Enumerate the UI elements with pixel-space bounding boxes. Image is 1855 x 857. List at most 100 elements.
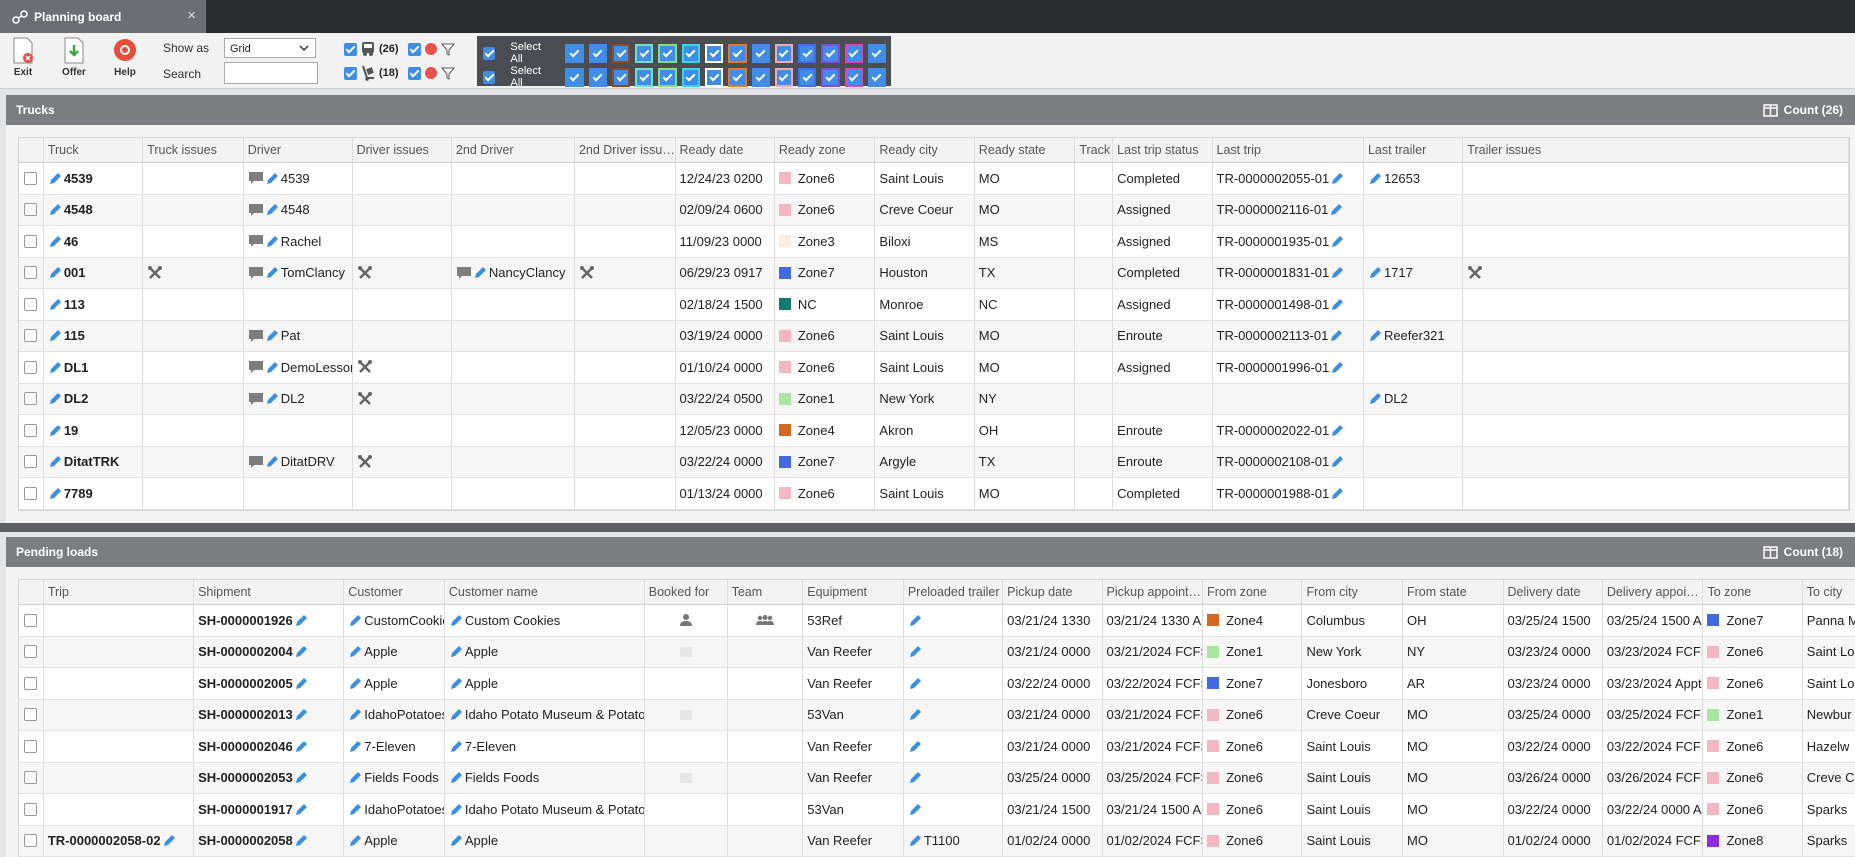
row-checkbox[interactable] xyxy=(24,802,38,816)
cell-text: 1717 xyxy=(1383,265,1413,281)
icon-part xyxy=(450,677,462,689)
check xyxy=(684,70,698,84)
cell-text: Van Reefer xyxy=(807,644,873,660)
zone-checkbox[interactable] xyxy=(635,43,654,63)
checkbox[interactable] xyxy=(344,66,357,80)
help-button[interactable]: Help xyxy=(105,37,145,78)
icon-part xyxy=(909,677,921,689)
zone-checkbox[interactable] xyxy=(588,43,607,63)
checkbox[interactable] xyxy=(407,66,421,80)
cell xyxy=(904,794,1004,825)
row-checkbox[interactable] xyxy=(24,360,38,374)
row-checkbox[interactable] xyxy=(24,266,38,280)
zone-checkbox[interactable] xyxy=(728,67,747,87)
zone-checkbox[interactable] xyxy=(681,67,700,87)
zone-checkbox[interactable] xyxy=(588,67,607,87)
zone-checkbox[interactable] xyxy=(798,67,817,87)
check xyxy=(637,70,651,84)
row-checkbox[interactable] xyxy=(24,392,38,406)
row-checkbox[interactable] xyxy=(24,708,38,722)
checkbox[interactable] xyxy=(344,42,357,56)
zone-checkbox[interactable] xyxy=(565,67,584,87)
search-input[interactable] xyxy=(224,62,318,84)
row-checkbox[interactable] xyxy=(24,645,38,659)
icon-part xyxy=(295,646,307,658)
row-checkbox[interactable] xyxy=(24,676,38,690)
row-checkbox[interactable] xyxy=(24,171,38,185)
cell xyxy=(1075,289,1114,320)
cell: NancyClancy xyxy=(452,257,575,288)
row-checkbox[interactable] xyxy=(24,613,38,627)
row-checkbox[interactable] xyxy=(24,203,38,217)
icon-part xyxy=(450,614,462,626)
zone-checkbox[interactable] xyxy=(867,43,887,63)
cell-text: Assigned xyxy=(1117,359,1171,375)
row-checkbox[interactable] xyxy=(24,739,38,753)
zone-checkbox[interactable] xyxy=(751,43,770,63)
icon-part xyxy=(266,330,278,342)
icon-part xyxy=(49,235,61,247)
zone-checkbox[interactable] xyxy=(728,43,747,63)
exit-button[interactable]: Exit xyxy=(3,37,43,78)
cell: Zone7 xyxy=(1203,668,1303,699)
checkbox-cell xyxy=(19,731,44,762)
tab-close[interactable]: × xyxy=(187,7,196,24)
cell-text: Completed xyxy=(1117,265,1181,281)
cell-text: 4548 xyxy=(280,202,310,218)
row-checkbox[interactable] xyxy=(24,234,38,248)
zone-checkbox[interactable] xyxy=(611,67,631,87)
row-checkbox[interactable] xyxy=(24,423,38,437)
icon-part xyxy=(450,677,462,689)
row-checkbox[interactable] xyxy=(24,486,38,500)
zone-checkbox[interactable] xyxy=(751,67,770,87)
icon-part xyxy=(350,803,362,815)
cell: Zone6 xyxy=(1703,794,1803,825)
checkbox[interactable] xyxy=(483,46,496,60)
zone-checkbox[interactable] xyxy=(658,43,677,63)
show-as-select[interactable]: Grid xyxy=(224,38,316,58)
icon-part xyxy=(12,15,20,24)
zone-checkbox[interactable] xyxy=(821,67,840,87)
cell: TR-0000001498-01 xyxy=(1213,289,1364,320)
zone-checkbox[interactable] xyxy=(681,43,700,63)
cell xyxy=(1075,415,1114,446)
offer-button[interactable]: Offer xyxy=(54,37,94,78)
trucks-count-box: Count (26) xyxy=(1762,103,1843,117)
row-checkbox[interactable] xyxy=(24,771,38,785)
cell xyxy=(1463,383,1849,414)
columns-icon xyxy=(1762,545,1778,559)
zone-checkbox[interactable] xyxy=(821,43,840,63)
cell-text: TR-0000001988-01 xyxy=(1216,485,1330,501)
zone-checkbox[interactable] xyxy=(704,67,724,87)
row-checkbox[interactable] xyxy=(24,329,38,343)
zone-checkbox[interactable] xyxy=(774,67,794,87)
header-cell: To city xyxy=(1803,580,1855,604)
cell: TR-0000002058-02 xyxy=(44,825,195,856)
zone-checkbox[interactable] xyxy=(798,43,817,63)
row-checkbox[interactable] xyxy=(24,834,38,848)
icon-part xyxy=(366,67,374,75)
zone-checkbox[interactable] xyxy=(774,43,794,63)
icon-part xyxy=(1369,172,1381,184)
zone-checkbox[interactable] xyxy=(844,67,863,87)
row: DitatTRK DitatDRV 03/22/24 0000 Zone7 Argyle… xyxy=(19,446,1849,478)
zone-checkbox[interactable] xyxy=(635,67,654,87)
tab[interactable]: Planning board × xyxy=(0,0,206,33)
zone-checkbox[interactable] xyxy=(565,43,584,63)
icon-part xyxy=(440,43,455,56)
icon-part xyxy=(49,298,61,310)
cell xyxy=(1364,352,1464,383)
cell-text: 03/26/24 0000 xyxy=(1507,770,1591,786)
checkbox[interactable] xyxy=(483,70,496,84)
zone-checkbox[interactable] xyxy=(658,67,677,87)
zone-checkbox[interactable] xyxy=(704,43,724,63)
cell: 03/21/24 1330 xyxy=(1003,605,1103,636)
row-checkbox[interactable] xyxy=(24,297,38,311)
row-checkbox[interactable] xyxy=(24,455,38,469)
zone-checkbox[interactable] xyxy=(844,43,863,63)
icon-part xyxy=(581,266,593,279)
zone-checkbox[interactable] xyxy=(611,43,631,63)
checkbox[interactable] xyxy=(407,42,421,56)
zone-checkbox[interactable] xyxy=(867,67,887,87)
